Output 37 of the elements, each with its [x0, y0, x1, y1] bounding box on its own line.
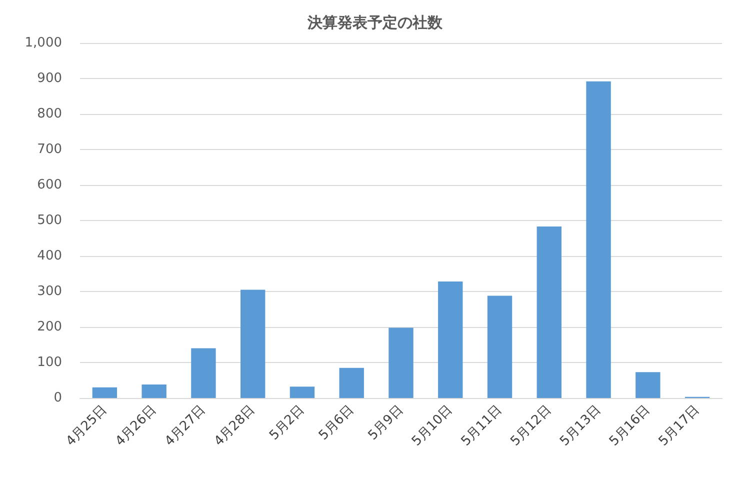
y-tick-label: 400: [37, 248, 62, 264]
x-tick-label: 4月27日: [162, 402, 209, 450]
x-tick-label: 5月9日: [366, 402, 406, 444]
x-tick-label: 4月26日: [112, 402, 160, 450]
y-tick-label: 200: [37, 320, 62, 334]
y-tick-label: 600: [37, 178, 62, 192]
x-tick-label: 5月10日: [409, 402, 456, 450]
y-tick-label: 700: [37, 142, 62, 157]
bar: [487, 296, 512, 398]
bar: [191, 348, 216, 398]
x-tick-label: 5月13日: [557, 402, 604, 450]
x-tick-label: 4月25日: [63, 402, 110, 450]
bar: [636, 372, 660, 398]
bar: [240, 290, 266, 398]
x-tick-label: 5月12日: [508, 402, 554, 450]
x-tick-label: 5月16日: [606, 402, 654, 450]
y-tick-label: 300: [37, 284, 62, 299]
bar: [536, 226, 562, 398]
x-tick-label: 5月2日: [266, 402, 308, 444]
y-tick-label: 800: [37, 106, 62, 122]
bar: [92, 387, 118, 398]
y-tick-label: 1,000: [24, 36, 62, 50]
bar: [438, 282, 463, 398]
bar: [339, 368, 364, 398]
x-tick-label: 4月28日: [212, 402, 258, 450]
y-tick-label: 100: [37, 355, 62, 370]
bar: [290, 386, 315, 398]
bar: [388, 328, 414, 398]
x-tick-label: 5月6日: [316, 402, 357, 444]
x-tick-label: 5月11日: [458, 402, 506, 450]
x-tick-label: 5月17日: [656, 402, 703, 450]
y-tick-label: 0: [54, 390, 62, 406]
bar: [586, 81, 611, 398]
bar: [142, 384, 166, 398]
chart-title: 決算発表予定の社数: [306, 14, 444, 32]
y-tick-label: 500: [37, 213, 62, 228]
y-tick-label: 900: [37, 71, 62, 86]
